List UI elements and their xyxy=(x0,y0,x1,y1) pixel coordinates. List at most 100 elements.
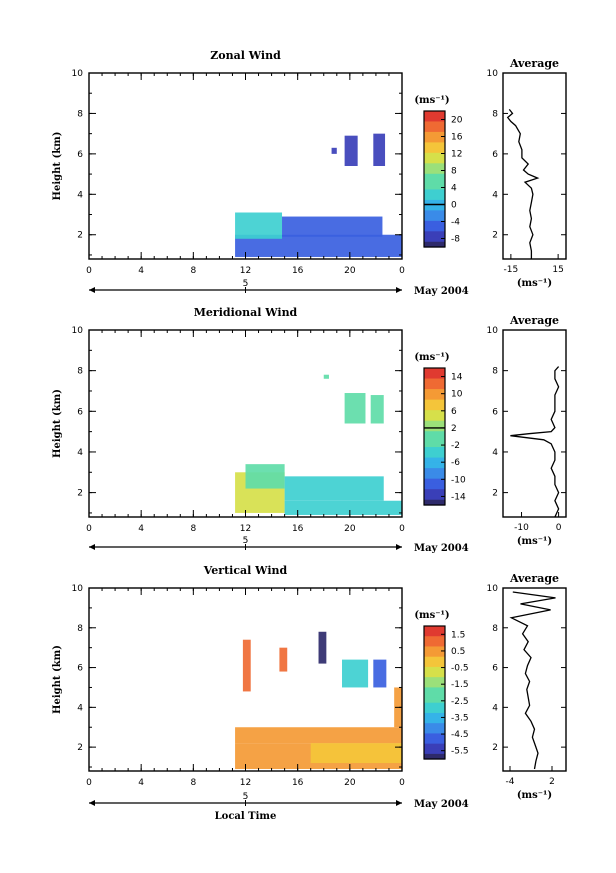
panel-3: Vertical Wind 0 4 8 12 16 20 0 2 4 6 8 10 Height (km)… xyxy=(52,564,567,822)
average-profile-line xyxy=(509,591,556,770)
x-tick-label: 16 xyxy=(292,266,304,276)
colorbar-segment xyxy=(424,631,445,637)
colorbar-segment xyxy=(424,142,445,149)
x-tick-label: 4 xyxy=(138,524,144,534)
avg-y-tick-label: 6 xyxy=(492,664,498,674)
colorbar-segment xyxy=(424,636,445,642)
colorbar-segment xyxy=(424,126,445,133)
y-axis-label: Height (km) xyxy=(52,132,63,201)
colorbar-segment xyxy=(424,410,445,417)
date-arrow-right xyxy=(396,800,402,806)
data-region xyxy=(235,212,283,239)
colorbar-segment xyxy=(424,462,445,469)
colorbar-segment xyxy=(424,231,445,238)
colorbar-segment xyxy=(424,473,445,480)
colorbar-segment xyxy=(424,712,445,719)
x-tick-label: 0 xyxy=(399,266,405,276)
colorbar-segment xyxy=(424,656,445,663)
colorbar-segment xyxy=(424,436,445,443)
x-tick-label: 0 xyxy=(86,266,92,276)
y-tick-label: 4 xyxy=(77,190,83,200)
average-xlabel: (ms⁻¹) xyxy=(517,536,552,547)
colorbar-tick-label: 0 xyxy=(451,201,457,211)
date-marker: 5 xyxy=(243,279,249,289)
date-label: May 2004 xyxy=(414,799,469,810)
colorbar-tick-label: 10 xyxy=(451,390,463,400)
colorbar-segment xyxy=(424,420,445,427)
colorbar-segment xyxy=(424,672,445,678)
colorbar-segment xyxy=(424,111,445,117)
colorbar-segment xyxy=(424,728,445,735)
x-tick-label: 8 xyxy=(190,524,196,534)
date-marker: 5 xyxy=(243,536,249,546)
x-tick-label: 12 xyxy=(240,266,251,276)
colorbar-segment xyxy=(424,383,445,390)
colorbar-segment xyxy=(424,702,445,709)
data-region xyxy=(284,500,402,515)
avg-x-tick-label: -15 xyxy=(504,265,519,275)
avg-y-tick-label: 2 xyxy=(492,489,498,499)
x-tick-label: 20 xyxy=(344,266,356,276)
colorbar-segment xyxy=(424,179,445,185)
average-title: Average xyxy=(509,572,559,585)
colorbar-segment xyxy=(424,646,445,653)
colorbar-segment xyxy=(424,626,445,632)
y-tick-label: 6 xyxy=(77,407,83,417)
colorbar-unit: (ms⁻¹) xyxy=(414,352,449,363)
data-region xyxy=(344,135,358,166)
data-region xyxy=(370,395,384,424)
y-axis-label: Height (km) xyxy=(52,389,63,458)
x-tick-label: 16 xyxy=(292,778,304,788)
data-region xyxy=(323,374,329,379)
avg-y-tick-label: 4 xyxy=(492,190,498,200)
avg-y-tick-label: 2 xyxy=(492,743,498,753)
colorbar-segment xyxy=(424,677,445,683)
colorbar-segment xyxy=(424,697,445,704)
data-region xyxy=(279,647,288,672)
colorbar-frame xyxy=(423,367,446,506)
colorbar-segment xyxy=(424,415,445,422)
colorbar-tick-label: 16 xyxy=(451,133,463,143)
panel-title: Meridional Wind xyxy=(194,306,298,319)
colorbar-segment xyxy=(424,121,445,128)
colorbar-segment xyxy=(424,687,445,694)
avg-y-tick-label: 10 xyxy=(487,69,499,79)
x-tick-label: 12 xyxy=(240,524,251,534)
colorbar-segment xyxy=(424,184,445,191)
x-tick-label: 20 xyxy=(344,778,356,788)
colorbar-tick-label: 8 xyxy=(451,167,457,177)
date-arrow-right xyxy=(396,544,402,550)
colorbar-segment xyxy=(424,241,445,248)
y-tick-label: 10 xyxy=(72,584,84,594)
data-region xyxy=(282,216,383,237)
colorbar-tick-label: -5.5 xyxy=(451,747,469,757)
colorbar-segment xyxy=(424,499,445,506)
x-axis-label: Local Time xyxy=(215,811,277,822)
x-tick-label: 8 xyxy=(190,266,196,276)
colorbar-tick-label: -0.5 xyxy=(451,664,469,674)
avg-y-tick-label: 8 xyxy=(492,367,498,377)
data-region xyxy=(318,631,327,664)
avg-x-tick-label: -4 xyxy=(506,777,515,787)
colorbar-segment xyxy=(424,189,445,196)
avg-x-tick-label: -10 xyxy=(514,523,529,533)
data-region xyxy=(235,234,402,257)
colorbar-segment xyxy=(424,404,445,411)
y-tick-label: 10 xyxy=(72,69,84,79)
x-tick-label: 16 xyxy=(292,524,304,534)
colorbar-segment xyxy=(424,399,445,406)
avg-y-tick-label: 4 xyxy=(492,703,498,713)
colorbar-segment xyxy=(424,431,445,438)
colorbar-segment xyxy=(424,748,445,755)
colorbar-tick-label: 14 xyxy=(451,373,463,383)
average-title: Average xyxy=(509,57,559,70)
colorbar-segment xyxy=(424,753,445,760)
y-tick-label: 4 xyxy=(77,703,83,713)
x-tick-label: 4 xyxy=(138,266,144,276)
x-tick-label: 20 xyxy=(344,524,356,534)
average-profile-line xyxy=(506,108,540,259)
colorbar-segment xyxy=(424,173,445,180)
colorbar-segment xyxy=(424,661,445,668)
